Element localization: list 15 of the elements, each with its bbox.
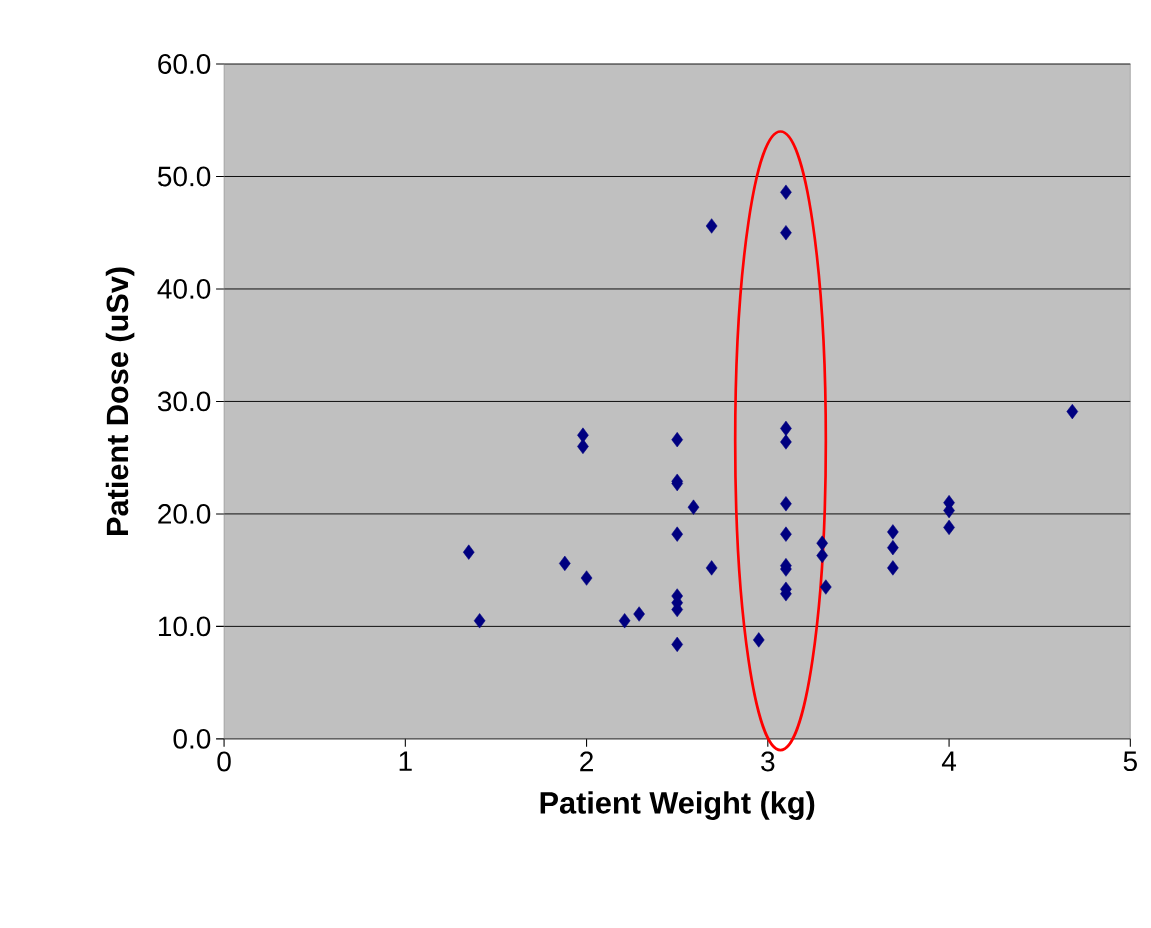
y-tick-label: 20.0 (158, 503, 211, 524)
y-tick-label: 60.0 (158, 53, 211, 74)
y-tick-label: 0.0 (173, 728, 211, 749)
y-tick-label: 10.0 (158, 616, 211, 637)
x-tick-label: 1 (399, 751, 412, 771)
x-tick-label: 0 (217, 751, 231, 772)
y-tick-label: 30.0 (157, 391, 211, 412)
y-tick-label: 40.0 (157, 278, 211, 299)
y-tick-label: 50.0 (157, 166, 211, 187)
x-tick-label: 3 (761, 751, 775, 772)
x-tick-label: 5 (1123, 751, 1137, 771)
x-tick-label: 2 (580, 751, 593, 772)
y-axis-title: Patient Dose (uSv) (105, 267, 135, 535)
x-axis-title: Patient Weight (kg) (540, 791, 815, 820)
x-tick-label: 4 (941, 751, 957, 771)
